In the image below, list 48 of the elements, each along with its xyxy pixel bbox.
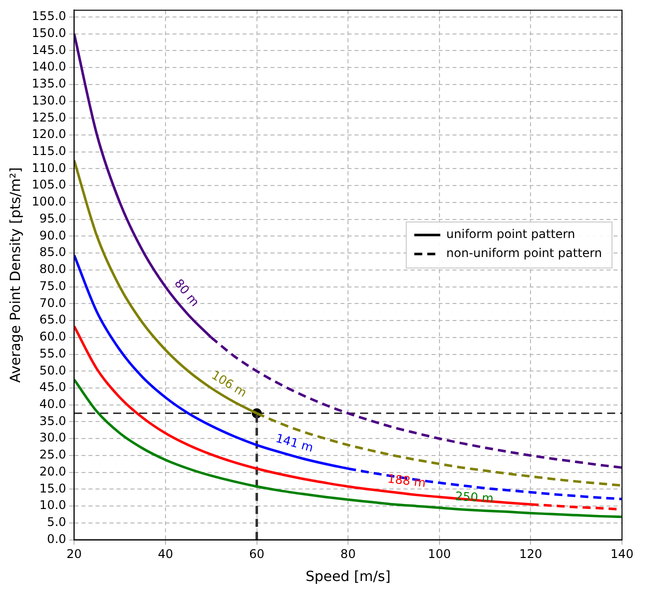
text: 141 m xyxy=(274,430,315,455)
x-tick-label: 20 xyxy=(66,547,82,562)
y-tick-label: 35.0 xyxy=(39,414,66,428)
legend-label: uniform point pattern xyxy=(446,227,576,242)
y-tick-label: 45.0 xyxy=(39,380,66,394)
y-tick-label: 10.0 xyxy=(39,498,66,512)
y-tick-label: 115.0 xyxy=(32,144,66,158)
x-axis-title: Speed [m/s] xyxy=(306,569,391,586)
x-tick-label: 60 xyxy=(249,547,264,562)
x-tick-label: 100 xyxy=(428,547,451,562)
y-tick-label: 100.0 xyxy=(32,194,66,209)
y-tick-label: 120.0 xyxy=(32,127,66,142)
y-tick-label: 135.0 xyxy=(32,76,66,91)
y-tick-label: 150.0 xyxy=(32,26,66,40)
text: 188 m xyxy=(386,472,427,490)
y-tick-label: 130.0 xyxy=(32,93,66,108)
y-tick-label: 70.0 xyxy=(39,296,66,310)
y-tick-label: 95.0 xyxy=(39,211,66,226)
x-tick-label: 120 xyxy=(519,547,542,562)
series-label: 250 m xyxy=(454,489,494,506)
y-axis-title: Average Point Density [pts/m²] xyxy=(8,167,24,383)
y-tick-label: 20.0 xyxy=(39,464,66,478)
y-tick-label: 80.0 xyxy=(39,262,66,276)
y-tick-label: 5.0 xyxy=(47,515,66,530)
y-tick-label: 140.0 xyxy=(32,60,66,74)
y-tick-label: 85.0 xyxy=(39,245,66,260)
y-tick-label: 75.0 xyxy=(39,278,66,293)
y-tick-label: 105.0 xyxy=(32,178,66,192)
x-tick-label: 80 xyxy=(340,547,356,562)
text: 80 m xyxy=(172,276,202,310)
legend-label: non-uniform point pattern xyxy=(446,246,602,260)
text: 106 m xyxy=(209,368,250,400)
y-tick-label: 40.0 xyxy=(39,396,66,411)
y-tick-label: 125.0 xyxy=(32,110,66,124)
y-tick-label: 90.0 xyxy=(39,228,66,242)
y-tick-label: 65.0 xyxy=(39,312,66,327)
y-tick-label: 110.0 xyxy=(32,160,66,175)
x-tick-label: 140 xyxy=(610,547,634,562)
y-tick-label: 50.0 xyxy=(39,363,66,378)
y-tick-label: 15.0 xyxy=(39,481,66,496)
y-tick-label: 155.0 xyxy=(32,9,66,24)
y-tick-label: 25.0 xyxy=(39,448,66,462)
y-tick-label: 55.0 xyxy=(39,346,66,360)
x-tick-label: 40 xyxy=(158,547,174,562)
y-tick-label: 30.0 xyxy=(39,430,66,445)
y-tick-label: 145.0 xyxy=(32,42,66,57)
y-tick-label: 60.0 xyxy=(39,330,66,344)
y-tick-label: 0.0 xyxy=(47,532,66,546)
